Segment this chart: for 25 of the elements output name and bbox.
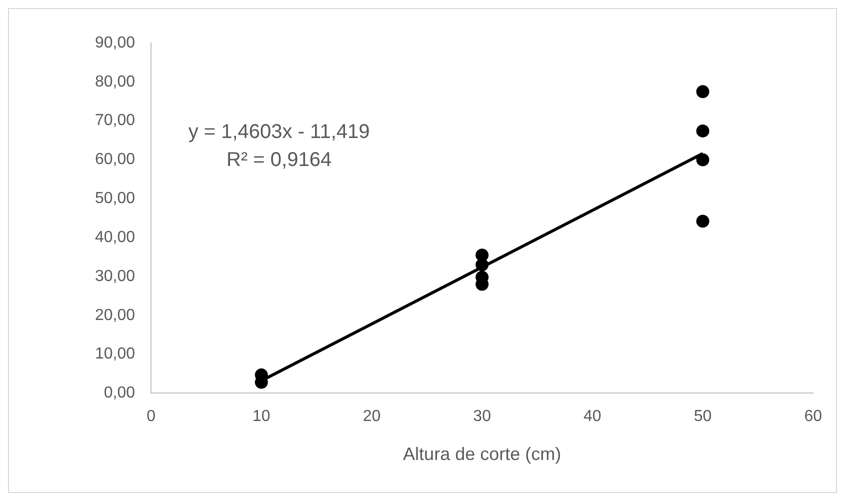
y-tick-label: 10,00 bbox=[94, 346, 136, 363]
y-tick-label: 30,00 bbox=[94, 268, 136, 285]
point bbox=[696, 85, 710, 98]
x-tick-label: 60 bbox=[804, 408, 822, 426]
x-tick-label: 30 bbox=[473, 408, 492, 426]
annotation: R² = 0,9164 bbox=[226, 149, 332, 171]
point bbox=[696, 153, 710, 166]
point bbox=[696, 124, 710, 138]
x-axis-title: Altura de corte (cm) bbox=[403, 444, 562, 464]
y-tick-label: 20,00 bbox=[94, 306, 136, 324]
y-tick-label: 90,00 bbox=[94, 34, 136, 52]
x-tick-label: 20 bbox=[362, 408, 381, 426]
y-tick-label: 0,00 bbox=[104, 384, 136, 402]
y-tick-label: 80,00 bbox=[94, 73, 136, 90]
x-tick-label: 50 bbox=[694, 408, 712, 426]
point bbox=[696, 214, 710, 228]
x-tick-label: 10 bbox=[252, 408, 270, 426]
y-tick-label: 70,00 bbox=[94, 112, 136, 130]
x-tick-label: 40 bbox=[584, 408, 602, 426]
y-tick-label: 40,00 bbox=[94, 228, 136, 246]
point bbox=[476, 258, 489, 272]
x-tick-label: 0 bbox=[146, 408, 156, 426]
annotation: y = 1,4603x - 11,419 bbox=[188, 121, 370, 143]
y-tick-label: 60,00 bbox=[94, 151, 136, 168]
y-tick-label: 50,00 bbox=[94, 190, 136, 208]
